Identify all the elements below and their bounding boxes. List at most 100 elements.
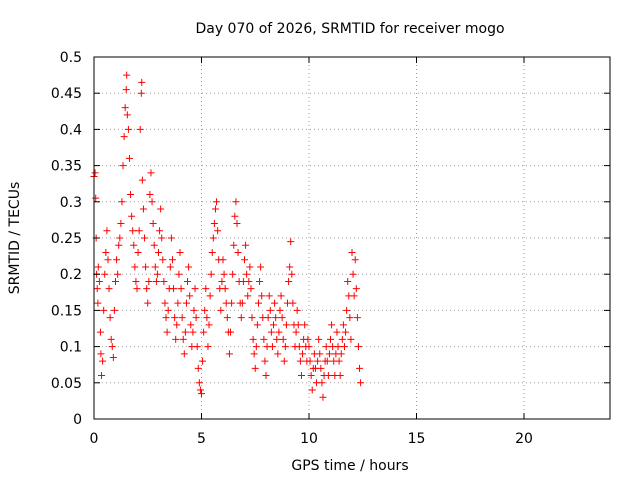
data-point xyxy=(221,285,229,293)
data-point xyxy=(327,335,334,343)
y-tick-label: 0.2 xyxy=(60,267,82,283)
data-point xyxy=(182,299,190,307)
data-point xyxy=(282,321,290,329)
data-point xyxy=(147,169,155,177)
data-point xyxy=(189,328,197,336)
data-point xyxy=(268,343,276,351)
data-point xyxy=(339,321,347,329)
data-point xyxy=(342,328,350,336)
data-point xyxy=(142,263,150,271)
data-point xyxy=(256,277,264,285)
data-point xyxy=(110,306,118,314)
x-tick-label: 0 xyxy=(90,431,99,447)
data-point xyxy=(211,205,219,213)
data-point xyxy=(102,248,110,256)
data-point xyxy=(344,277,352,285)
data-point xyxy=(134,248,142,256)
data-point xyxy=(160,277,168,285)
data-point xyxy=(150,241,158,249)
data-point xyxy=(229,270,237,278)
y-tick-label: 0.15 xyxy=(51,303,82,319)
data-point xyxy=(166,263,174,271)
y-axis-ticks: 0 0.05 0.1 0.15 0.2 0.25 0.3 0.35 0.4 0.45 0.5 xyxy=(51,50,610,428)
data-point xyxy=(194,364,202,372)
data-point xyxy=(343,306,351,314)
data-point xyxy=(304,335,312,343)
data-point xyxy=(195,379,203,387)
data-point xyxy=(324,372,332,380)
data-point xyxy=(152,277,160,285)
data-point xyxy=(202,285,210,293)
data-point xyxy=(210,220,218,228)
data-point xyxy=(217,306,225,314)
data-point xyxy=(108,343,116,351)
data-point xyxy=(201,306,209,314)
data-point xyxy=(242,241,250,249)
data-point xyxy=(200,328,208,336)
data-point xyxy=(260,335,268,343)
data-point xyxy=(109,353,117,361)
data-point xyxy=(144,299,152,307)
data-point xyxy=(319,393,327,401)
data-point xyxy=(227,328,235,336)
data-point xyxy=(132,277,140,285)
data-point xyxy=(232,198,240,206)
data-point xyxy=(234,248,242,256)
data-point xyxy=(101,270,109,278)
data-point xyxy=(95,277,103,285)
data-point xyxy=(180,350,188,358)
data-point xyxy=(267,328,275,336)
data-point xyxy=(151,263,159,271)
data-point xyxy=(191,285,199,293)
data-point xyxy=(172,335,180,343)
data-point xyxy=(292,328,300,336)
data-point xyxy=(162,314,170,322)
data-point xyxy=(148,198,156,206)
data-point xyxy=(91,169,99,177)
data-point xyxy=(153,270,161,278)
data-point xyxy=(318,379,326,387)
data-point xyxy=(203,314,211,322)
data-point xyxy=(115,241,123,249)
data-point xyxy=(204,343,212,351)
data-point xyxy=(230,241,238,249)
data-point xyxy=(130,241,138,249)
data-point xyxy=(266,306,274,314)
data-point xyxy=(297,372,305,380)
data-point xyxy=(184,277,192,285)
data-point xyxy=(346,314,354,322)
y-tick-label: 0 xyxy=(73,412,82,428)
data-point xyxy=(123,71,131,79)
data-point xyxy=(214,227,222,235)
y-tick-label: 0.3 xyxy=(60,195,82,211)
data-point xyxy=(178,314,186,322)
data-point xyxy=(351,256,359,264)
data-point xyxy=(205,321,213,329)
data-point xyxy=(156,227,164,235)
data-point xyxy=(133,285,141,293)
data-point xyxy=(104,256,112,264)
data-point xyxy=(120,133,128,141)
data-point xyxy=(186,292,194,300)
data-point xyxy=(352,285,360,293)
data-point xyxy=(174,299,182,307)
data-point xyxy=(333,328,341,336)
data-point xyxy=(176,248,184,256)
data-point xyxy=(286,263,294,271)
data-point xyxy=(173,321,181,329)
data-point xyxy=(253,321,261,329)
data-point xyxy=(243,270,251,278)
data-point xyxy=(301,321,309,329)
data-point xyxy=(141,234,149,242)
data-point xyxy=(209,234,217,242)
data-point xyxy=(199,357,207,365)
data-point xyxy=(347,335,355,343)
data-point xyxy=(248,314,256,322)
data-point xyxy=(106,314,114,322)
data-point xyxy=(136,125,144,133)
data-point xyxy=(158,234,166,242)
data-point xyxy=(228,299,236,307)
data-point xyxy=(220,270,228,278)
data-point xyxy=(338,335,346,343)
